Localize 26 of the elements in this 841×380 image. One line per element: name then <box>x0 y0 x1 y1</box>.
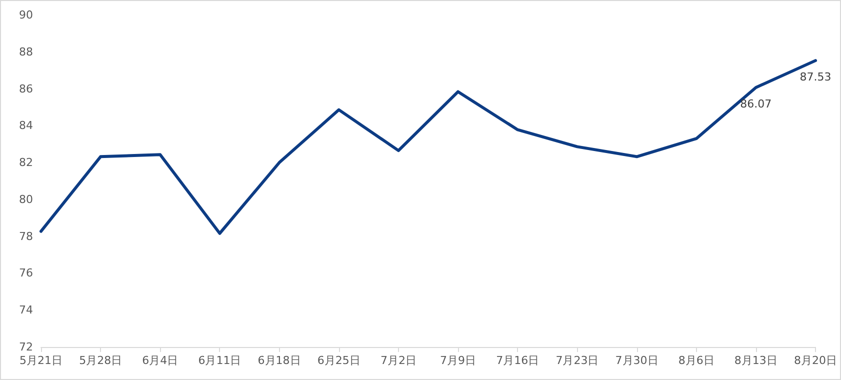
x-tick-label: 7月2日 <box>380 354 416 367</box>
x-tick-label: 8月20日 <box>794 354 837 367</box>
x-tick-label: 7月30日 <box>615 354 658 367</box>
x-tick-label: 7月9日 <box>440 354 476 367</box>
x-tick-label: 8月6日 <box>678 354 714 367</box>
y-tick-label: 74 <box>19 304 33 317</box>
data-label: 86.07 <box>740 97 772 110</box>
y-tick-label: 82 <box>19 156 33 170</box>
y-tick-label: 76 <box>19 266 33 280</box>
y-tick-label: 72 <box>19 340 33 354</box>
y-tick-label: 90 <box>19 8 33 22</box>
x-tick-label: 7月23日 <box>556 354 599 367</box>
data-label: 87.53 <box>800 70 832 84</box>
x-tick-label: 6月11日 <box>198 354 242 367</box>
y-tick-label: 78 <box>19 230 33 243</box>
x-tick-label: 5月28日 <box>79 354 122 367</box>
y-tick-label: 80 <box>19 192 33 206</box>
y-tick-label: 88 <box>19 45 33 58</box>
x-tick-label: 8月13日 <box>734 354 778 367</box>
x-tick-label: 6月4日 <box>142 354 178 367</box>
x-tick-label: 6月25日 <box>317 354 360 367</box>
y-tick-label: 84 <box>19 119 33 132</box>
x-tick-label: 6月18日 <box>258 354 301 367</box>
y-tick-label: 86 <box>19 82 33 96</box>
x-tick-label: 7月16日 <box>496 354 540 367</box>
x-tick-label: 5月21日 <box>20 354 62 367</box>
